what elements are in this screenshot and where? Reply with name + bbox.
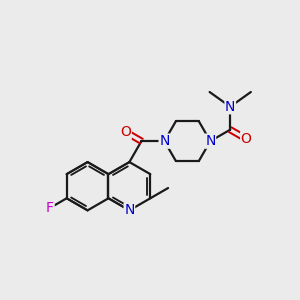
Text: N: N [159,134,170,148]
Text: N: N [225,100,236,114]
Text: F: F [46,201,54,215]
Text: O: O [120,125,131,139]
Text: N: N [124,203,135,218]
Text: O: O [241,132,252,146]
Text: N: N [205,134,215,148]
